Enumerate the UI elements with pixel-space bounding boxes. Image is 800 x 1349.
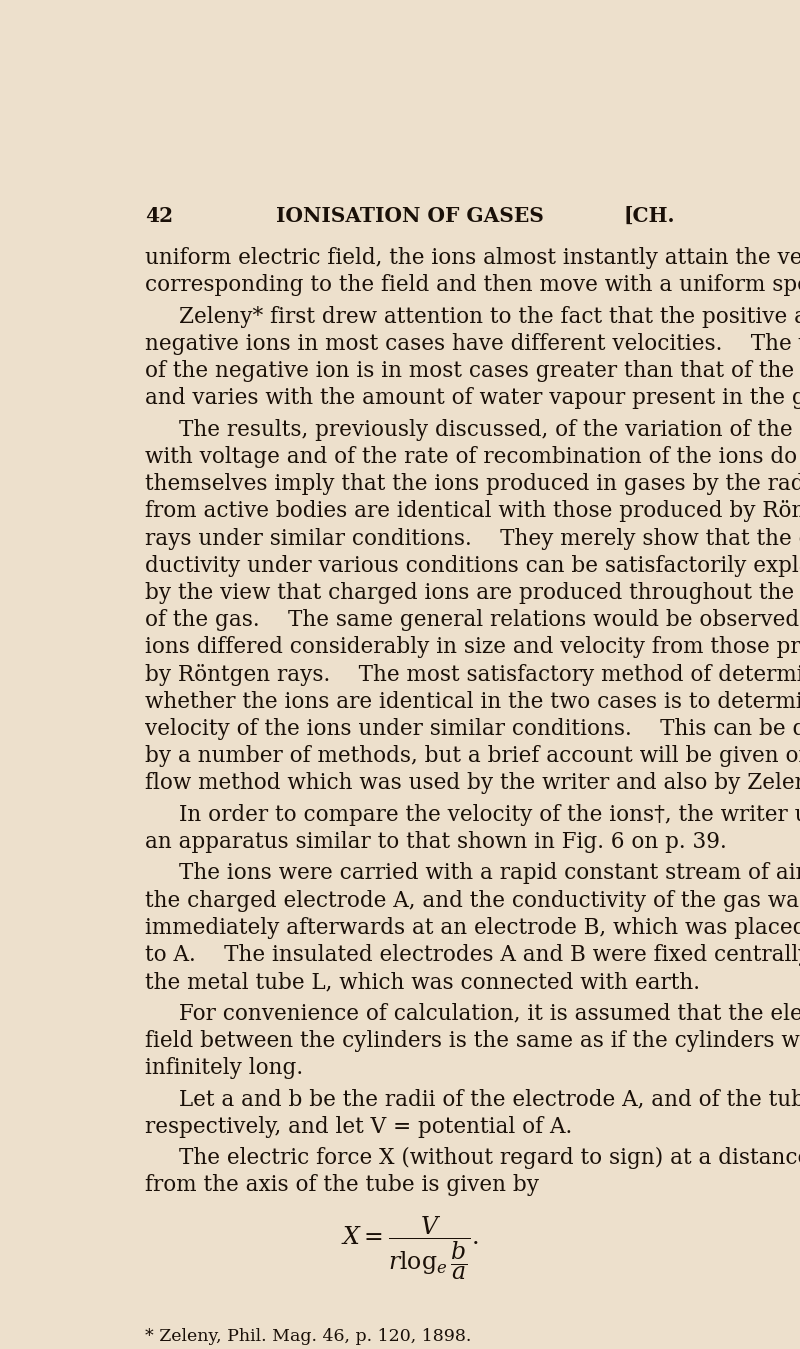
- Text: by the view that charged ions are produced throughout the volume: by the view that charged ions are produc…: [145, 581, 800, 604]
- Text: field between the cylinders is the same as if the cylinders were: field between the cylinders is the same …: [145, 1029, 800, 1052]
- Text: and varies with the amount of water vapour present in the gas.: and varies with the amount of water vapo…: [145, 387, 800, 409]
- Text: negative ions in most cases have different velocities.  The velocity: negative ions in most cases have differe…: [145, 333, 800, 355]
- Text: In order to compare the velocity of the ions†, the writer used: In order to compare the velocity of the …: [178, 804, 800, 826]
- Text: IONISATION OF GASES: IONISATION OF GASES: [276, 205, 544, 225]
- Text: from active bodies are identical with those produced by Röntgen: from active bodies are identical with th…: [145, 500, 800, 522]
- Text: respectively, and let V = potential of A.: respectively, and let V = potential of A…: [145, 1116, 572, 1137]
- Text: The electric force X (without regard to sign) at a distance r: The electric force X (without regard to …: [178, 1147, 800, 1170]
- Text: flow method which was used by the writer and also by Zeleny.: flow method which was used by the writer…: [145, 773, 800, 795]
- Text: Zeleny* first drew attention to the fact that the positive and: Zeleny* first drew attention to the fact…: [178, 306, 800, 328]
- Text: immediately afterwards at an electrode B, which was placed close: immediately afterwards at an electrode B…: [145, 917, 800, 939]
- Text: to A.  The insulated electrodes A and B were fixed centrally in: to A. The insulated electrodes A and B w…: [145, 944, 800, 966]
- Text: of the negative ion is in most cases greater than that of the positive,: of the negative ion is in most cases gre…: [145, 360, 800, 382]
- Text: ductivity under various conditions can be satisfactorily explained: ductivity under various conditions can b…: [145, 554, 800, 577]
- Text: * Zeleny, Phil. Mag. 46, p. 120, 1898.: * Zeleny, Phil. Mag. 46, p. 120, 1898.: [145, 1327, 471, 1345]
- Text: the metal tube L, which was connected with earth.: the metal tube L, which was connected wi…: [145, 971, 700, 993]
- Text: [CH.: [CH.: [624, 205, 675, 225]
- Text: whether the ions are identical in the two cases is to determine the: whether the ions are identical in the tw…: [145, 691, 800, 712]
- Text: from the axis of the tube is given by: from the axis of the tube is given by: [145, 1174, 538, 1197]
- Text: infinitely long.: infinitely long.: [145, 1058, 302, 1079]
- Text: rays under similar conditions.  They merely show that the con-: rays under similar conditions. They mere…: [145, 527, 800, 549]
- Text: of the gas.  The same general relations would be observed if the: of the gas. The same general relations w…: [145, 610, 800, 631]
- Text: the charged electrode A, and the conductivity of the gas was tested: the charged electrode A, and the conduct…: [145, 889, 800, 912]
- Text: by a number of methods, but a brief account will be given of the: by a number of methods, but a brief acco…: [145, 745, 800, 768]
- Text: by Röntgen rays.  The most satisfactory method of determining: by Röntgen rays. The most satisfactory m…: [145, 664, 800, 685]
- Text: velocity of the ions under similar conditions.  This can be done: velocity of the ions under similar condi…: [145, 718, 800, 741]
- Text: The ions were carried with a rapid constant stream of air past: The ions were carried with a rapid const…: [178, 862, 800, 885]
- Text: uniform electric field, the ions almost instantly attain the velocity: uniform electric field, the ions almost …: [145, 247, 800, 268]
- Text: with voltage and of the rate of recombination of the ions do not of: with voltage and of the rate of recombin…: [145, 447, 800, 468]
- Text: themselves imply that the ions produced in gases by the radiations: themselves imply that the ions produced …: [145, 473, 800, 495]
- Text: The results, previously discussed, of the variation of the current: The results, previously discussed, of th…: [178, 418, 800, 441]
- Text: Let a and b be the radii of the electrode A, and of the tube L: Let a and b be the radii of the electrod…: [178, 1089, 800, 1110]
- Text: $X = \dfrac{V}{r \log_e \dfrac{b}{a}}.$: $X = \dfrac{V}{r \log_e \dfrac{b}{a}}.$: [341, 1214, 479, 1282]
- Text: For convenience of calculation, it is assumed that the electric: For convenience of calculation, it is as…: [178, 1002, 800, 1025]
- Text: 42: 42: [145, 205, 173, 225]
- Text: ions differed considerably in size and velocity from those produced: ions differed considerably in size and v…: [145, 637, 800, 658]
- Text: corresponding to the field and then move with a uniform speed.: corresponding to the field and then move…: [145, 274, 800, 297]
- Text: an apparatus similar to that shown in Fig. 6 on p. 39.: an apparatus similar to that shown in Fi…: [145, 831, 726, 853]
